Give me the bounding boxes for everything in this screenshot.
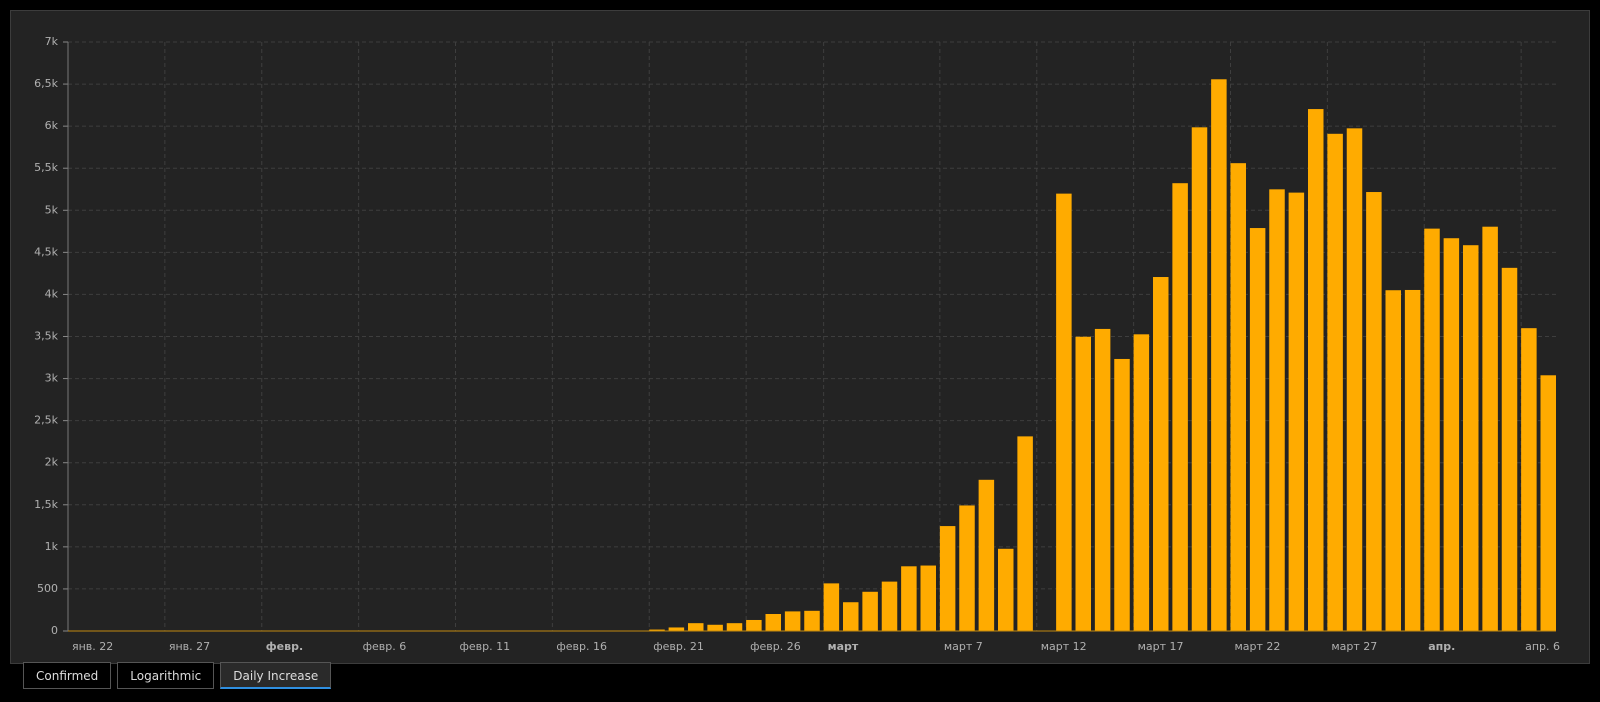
y-tick-label: 2k bbox=[45, 456, 59, 469]
y-tick-label: 0 bbox=[51, 624, 58, 637]
bar bbox=[1230, 163, 1246, 631]
bar bbox=[1056, 193, 1072, 631]
bar bbox=[746, 619, 762, 631]
x-tick-label: март 22 bbox=[1235, 640, 1281, 653]
bar bbox=[901, 566, 917, 631]
y-tick-label: 1k bbox=[45, 540, 59, 553]
y-tick-label: 5k bbox=[45, 203, 59, 216]
bar bbox=[1463, 245, 1479, 631]
x-tick-label: март bbox=[828, 640, 859, 653]
x-tick-label: февр. 26 bbox=[750, 640, 801, 653]
bar bbox=[784, 611, 801, 631]
bar bbox=[920, 565, 936, 631]
bar bbox=[1017, 436, 1033, 631]
x-tick-label: февр. 21 bbox=[653, 640, 704, 653]
bar bbox=[862, 591, 878, 631]
tab-bar: Confirmed Logarithmic Daily Increase bbox=[23, 662, 332, 689]
y-tick-label: 5,5k bbox=[34, 161, 58, 174]
bar bbox=[1346, 128, 1363, 631]
bar bbox=[1366, 192, 1382, 631]
x-tick-label: март 27 bbox=[1331, 640, 1377, 653]
y-tick-label: 3,5k bbox=[34, 330, 58, 343]
bar bbox=[1308, 109, 1324, 631]
bar bbox=[1327, 133, 1343, 631]
x-tick-label: март 17 bbox=[1138, 640, 1184, 653]
bar bbox=[1443, 238, 1460, 632]
bar bbox=[959, 505, 975, 631]
bar bbox=[1269, 189, 1285, 631]
y-tick-label: 4k bbox=[45, 287, 59, 300]
bar bbox=[1191, 127, 1208, 631]
bar bbox=[804, 610, 820, 631]
chart: 0 500 1k 1,5k 2k 2,5k 3k 3,5k 4k 4,5k 5k 5,5k 6k 6,5k… bbox=[10, 10, 1590, 664]
bar bbox=[823, 583, 840, 631]
bar bbox=[1172, 183, 1188, 631]
y-tick-label: 2,5k bbox=[34, 414, 58, 427]
x-tick-label: февр. 6 bbox=[363, 640, 407, 653]
bar bbox=[1404, 289, 1421, 631]
bar bbox=[1424, 228, 1440, 632]
y-tick-label: 6,5k bbox=[34, 77, 58, 90]
x-tick-label: апр. bbox=[1428, 640, 1455, 653]
bar bbox=[1521, 328, 1537, 631]
x-tick-label: февр. bbox=[266, 640, 303, 653]
bar bbox=[1249, 228, 1266, 631]
bar bbox=[939, 526, 956, 631]
x-tick-label: март 12 bbox=[1041, 640, 1087, 653]
x-tick-label: март 7 bbox=[944, 640, 983, 653]
tab[interactable]: Confirmed bbox=[23, 662, 112, 689]
bar bbox=[1501, 267, 1518, 631]
bar bbox=[1540, 375, 1556, 631]
x-tick-label: февр. 11 bbox=[460, 640, 511, 653]
y-tick-label: 7k bbox=[45, 35, 59, 48]
bar bbox=[1153, 277, 1169, 631]
y-tick-label: 1,5k bbox=[34, 498, 58, 511]
bar bbox=[1288, 192, 1305, 631]
bar bbox=[1211, 79, 1227, 632]
x-tick-label: янв. 22 bbox=[72, 640, 113, 653]
y-tick-label: 6k bbox=[45, 119, 59, 132]
tab[interactable]: Logarithmic bbox=[117, 662, 215, 689]
bar bbox=[1133, 334, 1150, 631]
bar bbox=[881, 581, 898, 631]
y-tick-label: 500 bbox=[37, 582, 58, 595]
bar bbox=[649, 629, 665, 631]
y-tick-label: 3k bbox=[45, 372, 59, 385]
bar bbox=[1114, 358, 1130, 631]
bar bbox=[978, 479, 995, 631]
bar bbox=[843, 602, 859, 631]
x-tick-label: февр. 16 bbox=[556, 640, 607, 653]
bar bbox=[998, 548, 1014, 631]
tab[interactable]: Daily Increase bbox=[220, 662, 332, 689]
bar bbox=[1094, 328, 1111, 631]
bar bbox=[726, 623, 743, 631]
y-tick-label: 4,5k bbox=[34, 245, 58, 258]
x-tick-label: апр. 6 bbox=[1525, 640, 1560, 653]
x-tick-label: янв. 27 bbox=[169, 640, 210, 653]
bar bbox=[1075, 336, 1091, 631]
bar bbox=[668, 627, 685, 631]
bar bbox=[688, 623, 704, 631]
bar bbox=[765, 614, 781, 631]
bar bbox=[1385, 290, 1401, 631]
bar bbox=[707, 624, 723, 631]
bar bbox=[1482, 226, 1498, 631]
